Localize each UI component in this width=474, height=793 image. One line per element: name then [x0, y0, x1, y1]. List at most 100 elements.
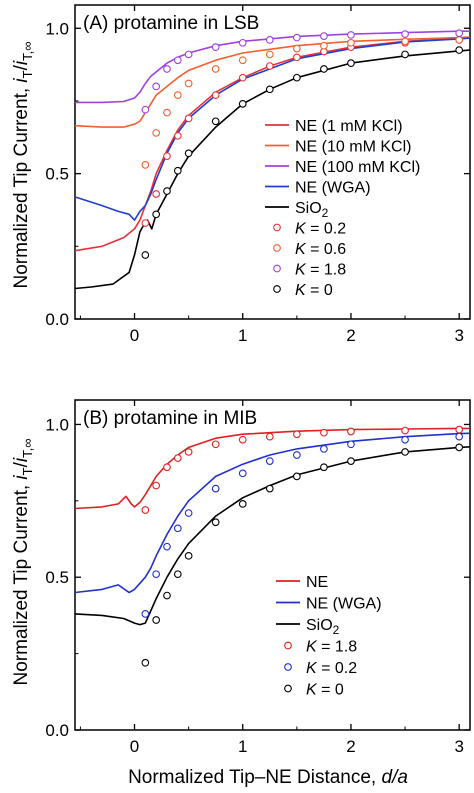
data-point — [184, 50, 193, 59]
y-axis-label-b: Normalized Tip Current, iT/iT,∞ — [11, 439, 35, 686]
data-point — [401, 50, 409, 59]
series-line — [75, 446, 470, 626]
data-point — [238, 73, 247, 82]
panel-a: (A) protamine in LSB 0 1 2 3 0.0 0.5 1.0 NE (1 m… — [45, 4, 471, 345]
data-point — [320, 65, 328, 73]
data-point — [238, 100, 247, 108]
data-point — [292, 472, 301, 481]
data-point — [320, 445, 328, 453]
plot-area — [75, 29, 470, 290]
series-line — [75, 427, 470, 510]
data-point — [292, 430, 301, 439]
legend-swatch-point — [273, 285, 281, 293]
panel-title: (B) protamine in MIB — [83, 408, 257, 429]
data-point — [184, 79, 193, 88]
data-point — [152, 82, 161, 91]
legend-label: NE — [306, 574, 328, 591]
data-point — [173, 570, 182, 579]
data-point — [163, 152, 171, 161]
data-point — [401, 435, 409, 444]
data-point — [455, 443, 464, 452]
data-point — [173, 524, 182, 533]
data-point — [292, 451, 301, 459]
x-tick-label: 3 — [454, 737, 463, 756]
data-point — [211, 440, 220, 449]
data-point — [184, 551, 193, 560]
data-point — [152, 481, 161, 490]
data-point — [347, 427, 355, 436]
panel-title: (A) protamine in LSB — [83, 13, 259, 34]
series-line — [75, 36, 470, 128]
y-tick-label: 0.5 — [45, 568, 69, 587]
x-tick-label: 0 — [130, 326, 139, 345]
data-point — [211, 117, 220, 126]
data-point — [163, 65, 171, 73]
data-point — [292, 53, 301, 62]
data-point — [347, 38, 355, 47]
data-point — [184, 448, 193, 456]
data-point — [141, 506, 150, 514]
legend-label: SiO2 — [306, 617, 340, 637]
legend: NE NE (WGA) SiO2 K = 1.8 K = 0.2 K = 0 — [276, 574, 382, 699]
data-point — [141, 161, 150, 169]
data-point — [265, 432, 274, 441]
data-point — [141, 251, 150, 259]
data-point — [173, 91, 182, 99]
data-point — [163, 591, 171, 600]
data-point — [238, 469, 247, 478]
x-tick-label: 0 — [130, 737, 139, 756]
x-axis-label: Normalized Tip–NE Distance, d/a — [128, 767, 408, 788]
data-point — [265, 62, 274, 70]
data-point — [401, 37, 409, 46]
data-point — [141, 105, 150, 114]
data-point — [347, 440, 355, 449]
data-point — [173, 131, 182, 140]
data-point — [265, 50, 274, 59]
data-point — [401, 448, 409, 456]
data-point — [152, 616, 161, 624]
data-point — [211, 518, 220, 527]
data-point — [292, 33, 301, 42]
data-point — [455, 46, 464, 54]
data-point — [152, 129, 161, 137]
x-tick-label: 1 — [238, 737, 247, 756]
legend-label: SiO2 — [295, 200, 329, 220]
data-point — [238, 435, 247, 444]
data-point — [292, 73, 301, 82]
legend-label: NE (WGA) — [295, 180, 371, 197]
legend-label: K = 0 — [295, 282, 333, 299]
data-point — [320, 463, 328, 472]
data-point — [173, 166, 182, 175]
plot-frame — [74, 399, 471, 731]
data-point — [265, 484, 274, 493]
data-point — [455, 36, 464, 44]
data-point — [320, 428, 328, 437]
data-point — [152, 210, 161, 219]
data-point — [347, 59, 355, 67]
data-point — [211, 65, 220, 73]
y-axis-label-a: Normalized Tip Current, iT/iT,∞ — [11, 42, 35, 289]
data-point — [238, 56, 247, 65]
data-point — [455, 425, 464, 434]
data-point — [173, 56, 182, 65]
data-point — [455, 29, 464, 38]
legend-label: NE (10 mM KCl) — [295, 139, 411, 156]
data-point — [184, 509, 193, 517]
data-point — [141, 658, 150, 667]
legend-label: NE (WGA) — [306, 596, 382, 613]
legend-swatch-point — [284, 684, 292, 693]
legend-swatch-point — [284, 641, 292, 650]
plot-frame — [74, 4, 471, 320]
data-point — [211, 91, 220, 99]
legend-label: K = 0.6 — [295, 241, 346, 258]
data-point — [163, 463, 171, 472]
data-point — [401, 426, 409, 435]
legend: NE (1 mM KCl) NE (10 mM KCl) NE (100 mM KC… — [265, 118, 420, 299]
data-point — [211, 43, 220, 52]
legend-swatch-point — [273, 244, 281, 252]
legend-swatch-point — [273, 223, 281, 232]
legend-label: K = 1.8 — [295, 262, 346, 279]
x-tick-label: 2 — [346, 326, 355, 345]
series-line — [75, 432, 470, 594]
